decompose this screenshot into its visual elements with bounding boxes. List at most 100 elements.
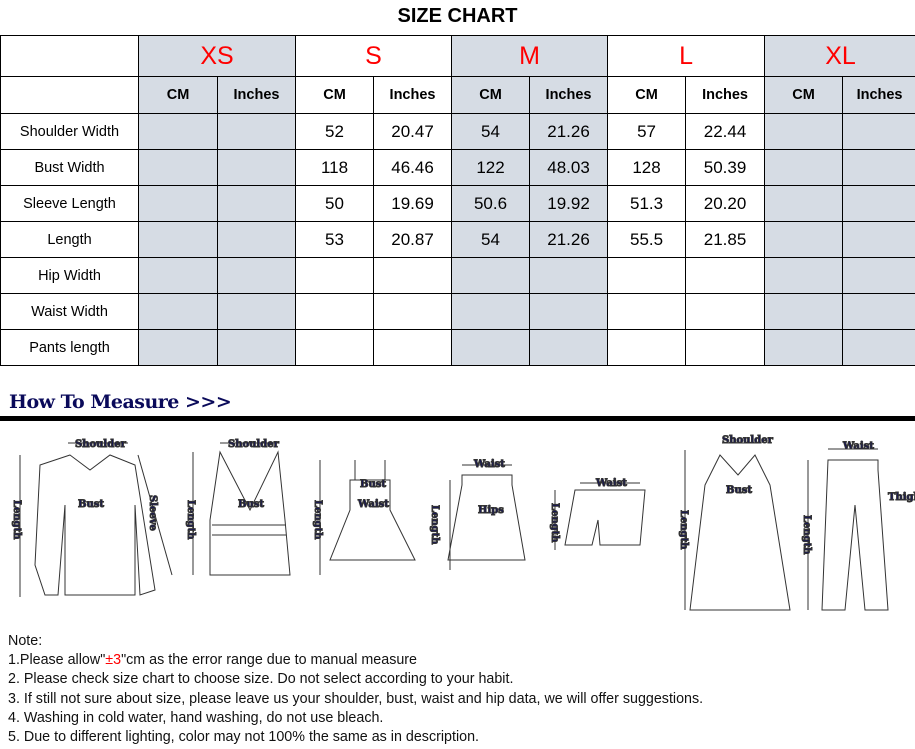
unit-header-row: CM Inches CM Inches CM Inches CM Inches CM Inches [0,76,915,114]
table-cell [138,221,218,258]
table-cell: 54 [451,221,531,258]
table-cell [842,257,915,294]
note-4: 4. Washing in cold water, hand washing, … [8,709,384,726]
row-label: Pants length [0,329,139,366]
table-cell: 21.85 [685,221,766,258]
table-cell [138,329,218,366]
label-length: Length [678,510,689,550]
label-waist: Waist [842,441,874,452]
label-length: Length [312,500,323,540]
how-to-measure-heading: How To Measure >>> [9,391,232,413]
table-cell [764,221,844,258]
table-row: Pants length [0,329,915,366]
unit-inches: Inches [685,76,766,114]
label-length: Length [429,505,440,545]
table-cell: 57 [607,113,687,150]
divider [0,416,915,421]
label-bust: Bust [238,499,264,510]
unit-inches: Inches [216,76,297,114]
row-label: Shoulder Width [0,113,139,150]
label-shoulder: Shoulder [75,439,127,450]
table-cell [295,329,375,366]
unit-cm: CM [451,76,531,114]
table-cell: 122 [451,149,531,186]
table-cell [607,293,687,330]
label-shoulder: Shoulder [228,439,280,450]
table-cell [138,149,218,186]
size-xl: XL [764,35,915,77]
table-cell [216,185,297,222]
table-cell [216,257,297,294]
table-cell: 53 [295,221,375,258]
table-row: Sleeve Length 50 19.69 50.6 19.92 51.3 20.20 [0,185,915,222]
label-bust: Bust [360,479,386,490]
row-label: Hip Width [0,257,139,294]
label-shoulder: Shoulder [722,435,774,446]
table-row: Length 53 20.87 54 21.26 55.5 21.85 [0,221,915,258]
table-cell [451,329,531,366]
table-cell [842,221,915,258]
table-row: Waist Width [0,293,915,330]
unit-cm: CM [607,76,687,114]
dress-diagram [319,460,416,575]
table-cell [764,257,844,294]
table-cell: 22.44 [685,113,766,150]
table-cell [764,293,844,330]
table-cell: 52 [295,113,375,150]
table-cell [764,185,844,222]
note-5: 5. Due to different lighting, color may … [8,729,480,746]
note-1: 1.Please allow"±3"cm as the error range … [8,652,418,669]
page-title: SIZE CHART [397,5,518,27]
vest-diagram [192,442,291,576]
label-hips: Hips [478,505,504,516]
unit-inches: Inches [373,76,453,114]
size-l: L [607,35,766,77]
unit-cm: CM [138,76,218,114]
unit-cm: CM [764,76,844,114]
table-row: Bust Width 118 46.46 122 48.03 128 50.39 [0,149,915,186]
label-length: Length [11,500,22,540]
table-cell [529,329,609,366]
coat-diagram [684,442,791,611]
shirt-diagram [19,442,173,597]
notes: Note: 1.Please allow"±3"cm as the error … [8,632,703,747]
shorts-diagram [554,482,646,550]
unit-inches: Inches [529,76,609,114]
measurement-diagrams: Shoulder Bust Sleeve Length Shoulder Bus… [11,435,915,611]
note-2: 2. Please check size chart to choose siz… [8,671,514,688]
label-thigh: Thigh [888,492,915,503]
table-cell [764,329,844,366]
table-cell: 50.6 [451,185,531,222]
notes-heading: Note: [8,633,43,649]
table-cell: 20.47 [373,113,453,150]
size-chart-table: XS S M L XL CM Inches CM Inches CM Inches CM In… [0,35,915,366]
size-s: S [295,35,453,77]
table-cell: 48.03 [529,149,609,186]
table-cell: 50.39 [685,149,766,186]
table-cell: 19.92 [529,185,609,222]
label-bust: Bust [726,485,752,496]
table-row: Hip Width [0,257,915,294]
table-cell: 51.3 [607,185,687,222]
table-cell [138,185,218,222]
table-cell [842,293,915,330]
table-cell: 128 [607,149,687,186]
table-cell [607,257,687,294]
table-cell [764,149,844,186]
table-cell: 19.69 [373,185,453,222]
table-cell [216,221,297,258]
label-length: Length [549,503,560,543]
table-cell [685,329,766,366]
size-header-row: XS S M L XL [0,35,915,77]
table-cell [685,257,766,294]
table-cell: 50 [295,185,375,222]
label-bust: Bust [78,499,104,510]
table-cell: 54 [451,113,531,150]
row-label: Waist Width [0,293,139,330]
table-cell [373,329,453,366]
table-cell [295,257,375,294]
table-cell: 20.87 [373,221,453,258]
table-cell [138,257,218,294]
table-cell: 46.46 [373,149,453,186]
label-length: Length [185,500,196,540]
